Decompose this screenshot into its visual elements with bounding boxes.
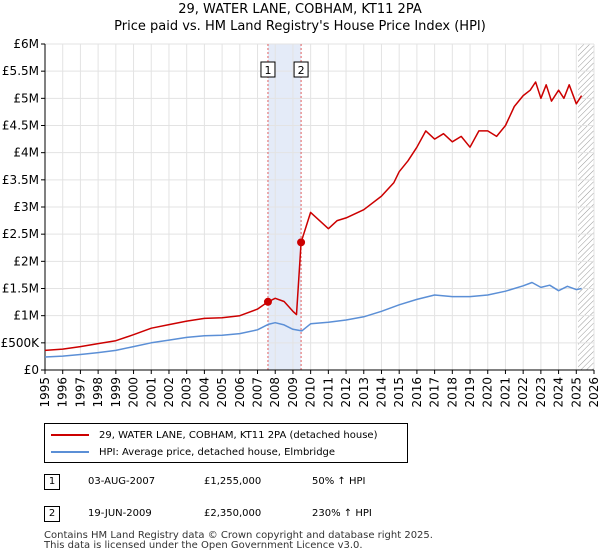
y-tick-label: £0 xyxy=(24,363,39,377)
y-tick-label: £3.5M xyxy=(2,173,39,187)
transaction-date: 03-AUG-2007 xyxy=(88,476,156,487)
x-tick-label: 2018 xyxy=(445,377,459,408)
x-tick-label: 2000 xyxy=(127,377,141,408)
transaction-label: 1 xyxy=(264,64,271,77)
x-tick-label: 2022 xyxy=(516,377,530,408)
x-tick-label: 1997 xyxy=(73,377,87,408)
legend-item-property: 29, WATER LANE, COBHAM, KT11 2PA (detach… xyxy=(51,428,378,442)
x-tick-label: 2011 xyxy=(321,377,335,408)
chart-title: 29, WATER LANE, COBHAM, KT11 2PA xyxy=(178,2,422,17)
legend-swatch-property xyxy=(51,434,89,436)
transaction-label: 2 xyxy=(298,64,305,77)
series-line-hpi xyxy=(44,281,582,358)
transaction-hpi-change: 50% ↑ HPI xyxy=(312,476,366,487)
transaction-badge: 1 xyxy=(44,474,60,490)
x-tick-label: 2012 xyxy=(339,377,353,408)
transaction-point xyxy=(297,238,306,247)
x-tick-label: 2017 xyxy=(428,377,442,408)
transaction-label-box xyxy=(293,61,309,78)
x-tick-label: 1996 xyxy=(56,377,70,408)
y-tick-label: £2M xyxy=(13,254,39,268)
y-tick-label: £4.5M xyxy=(2,119,39,133)
x-tick-label: 2010 xyxy=(304,377,318,408)
y-tick-label: £6M xyxy=(13,37,39,51)
x-tick-label: 1999 xyxy=(109,377,123,408)
x-tick-label: 2019 xyxy=(463,377,477,408)
x-tick-label: 2008 xyxy=(268,377,282,408)
x-tick-label: 2024 xyxy=(552,377,566,408)
x-tick-label: 1995 xyxy=(38,377,52,408)
x-tick-label: 2020 xyxy=(481,377,495,408)
x-tick-label: 2023 xyxy=(534,377,548,408)
x-tick-label: 2025 xyxy=(569,377,583,408)
y-tick-label: £5.5M xyxy=(2,64,39,78)
chart-subtitle: Price paid vs. HM Land Registry's House … xyxy=(114,19,486,34)
x-tick-label: 2021 xyxy=(498,377,512,408)
transaction-badge: 2 xyxy=(44,506,60,522)
legend-label-hpi: HPI: Average price, detached house, Elmb… xyxy=(99,446,336,458)
x-tick-label: 2013 xyxy=(357,377,371,408)
x-tick-label: 2001 xyxy=(144,377,158,408)
footer-license: This data is licensed under the Open Gov… xyxy=(44,540,363,551)
transaction-label-box xyxy=(260,61,276,78)
x-tick-label: 2026 xyxy=(587,377,600,408)
footer-copyright: Contains HM Land Registry data © Crown c… xyxy=(44,530,433,541)
x-tick-label: 2002 xyxy=(162,377,176,408)
transaction-hpi-change: 230% ↑ HPI xyxy=(312,508,372,519)
y-tick-label: £3M xyxy=(13,200,39,214)
legend: 29, WATER LANE, COBHAM, KT11 2PA (detach… xyxy=(44,423,408,463)
x-tick-label: 2003 xyxy=(180,377,194,408)
transaction-price: £1,255,000 xyxy=(204,476,262,487)
x-tick-label: 2015 xyxy=(392,377,406,408)
y-tick-label: £1M xyxy=(13,309,39,323)
x-tick-label: 2016 xyxy=(410,377,424,408)
y-tick-label: £2.5M xyxy=(2,227,39,241)
x-tick-label: 1998 xyxy=(91,377,105,408)
x-tick-label: 2014 xyxy=(374,377,388,408)
transaction-date: 19-JUN-2009 xyxy=(88,508,152,519)
legend-swatch-hpi xyxy=(51,451,89,453)
series-line-property xyxy=(44,81,583,352)
footer: Contains HM Land Registry data © Crown c… xyxy=(44,531,433,551)
y-tick-label: £4M xyxy=(13,146,39,160)
legend-item-hpi: HPI: Average price, detached house, Elmb… xyxy=(51,445,335,459)
x-tick-label: 2007 xyxy=(251,377,265,408)
transaction-point xyxy=(263,297,272,306)
transaction-price: £2,350,000 xyxy=(204,508,262,519)
legend-label-property: 29, WATER LANE, COBHAM, KT11 2PA (detach… xyxy=(99,429,378,441)
x-tick-label: 2009 xyxy=(286,377,300,408)
y-tick-label: £5M xyxy=(13,91,39,105)
x-tick-label: 2004 xyxy=(197,377,211,408)
y-tick-label: £1.5M xyxy=(2,282,39,296)
x-tick-label: 2005 xyxy=(215,377,229,408)
x-tick-label: 2006 xyxy=(233,377,247,408)
y-tick-label: £500K xyxy=(1,336,41,350)
price-chart: £0 £500K £1M £1.5M £2M £2.5M £3M £3.5M £4M £4.5M £… xyxy=(1,37,600,408)
